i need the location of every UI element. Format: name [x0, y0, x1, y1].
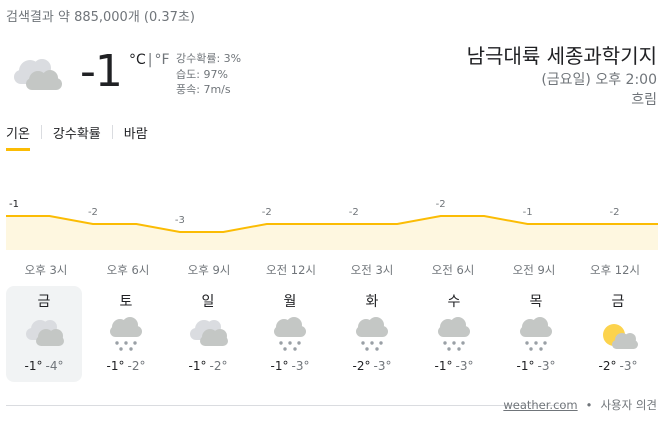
unit-separator: | [147, 52, 153, 68]
snow-icon [438, 317, 470, 351]
snow-icon [274, 317, 306, 351]
snow-icon [110, 317, 142, 351]
temperature-chart: -1 -2 -3 -2 -2 -2 -1 -2 [6, 199, 658, 250]
day-high: -1° [516, 359, 535, 373]
unit-toggle: °C | °F [129, 52, 170, 68]
time-label: 오전 12시 [265, 263, 317, 277]
snow-icon [356, 317, 388, 351]
temperature-value-label: -2 [610, 207, 620, 218]
partly-cloudy-icon [603, 324, 638, 349]
result-stats: 검색결과 약 885,000개 (0.37초) [6, 10, 195, 25]
time-label: 오후 9시 [187, 263, 231, 277]
tab-divider [40, 125, 42, 139]
footer-divider [6, 405, 566, 406]
chart-time-labels: 오후 3시 오후 6시 오후 9시 오전 12시 오전 3시 오전 6시 오전 … [6, 262, 666, 278]
day-name: 수 [447, 294, 461, 310]
day-name: 금 [37, 294, 51, 310]
precipitation-text: 강수확률: 3% [176, 52, 242, 65]
time-label: 오후 12시 [589, 263, 641, 277]
day-name: 토 [119, 294, 133, 310]
day-card[interactable]: 수 -1° -3° [416, 286, 492, 382]
day-high: -1° [24, 359, 43, 373]
day-name: 일 [201, 294, 215, 310]
day-card[interactable]: 금 -2° -3° [580, 286, 656, 382]
day-card[interactable]: 금 -1° -4° [6, 286, 82, 382]
time-label: 오전 3시 [350, 263, 394, 277]
day-low: -2° [209, 359, 228, 373]
time-label: 오후 6시 [106, 263, 150, 277]
day-high: -1° [188, 359, 207, 373]
weather-details: 강수확률: 3% 습도: 97% 풍속: 7m/s [176, 51, 241, 98]
day-high: -1° [270, 359, 289, 373]
day-name: 금 [611, 294, 625, 310]
time-label: 오후 3시 [24, 263, 68, 277]
location-datetime: (금요일) 오후 2:00 [541, 72, 657, 88]
day-low: -3° [537, 359, 556, 373]
temperature-value-label: -2 [436, 199, 446, 210]
temperature-value-label: -1 [523, 207, 533, 218]
day-low: -3° [455, 359, 474, 373]
day-low: -4° [45, 359, 64, 373]
tab-temperature[interactable]: 기온 [6, 122, 30, 151]
day-low: -3° [619, 359, 638, 373]
day-card[interactable]: 월 -1° -3° [252, 286, 328, 382]
day-card[interactable]: 토 -1° -2° [88, 286, 164, 382]
footer: weather.com • 사용자 의견 [503, 397, 657, 413]
current-temperature: -1 [80, 46, 123, 97]
day-name: 화 [365, 294, 379, 310]
current-weather: -1 °C | °F 강수확률: 3% 습도: 97% 풍속: 7m/s [6, 44, 306, 104]
day-low: -2° [127, 359, 146, 373]
day-low: -3° [373, 359, 392, 373]
feedback-link[interactable]: 사용자 의견 [600, 398, 657, 412]
temperature-value-label: -3 [175, 215, 185, 226]
wind-text: 풍속: 7m/s [176, 83, 231, 96]
day-card[interactable]: 목 -1° -3° [498, 286, 574, 382]
humidity-text: 습도: 97% [176, 67, 228, 81]
tab-divider [111, 125, 113, 139]
day-name: 목 [529, 294, 543, 310]
location-condition: 흐림 [631, 92, 657, 108]
cloudy-icon [14, 59, 62, 90]
temperature-value-label: -2 [88, 207, 98, 218]
location-info: 남극대륙 세종과학기지 (금요일) 오후 2:00 흐림 [467, 42, 657, 110]
time-label: 오전 6시 [431, 263, 475, 277]
cloudy-icon [190, 320, 228, 346]
temperature-value-label: -2 [349, 207, 359, 218]
weather-tabs: 기온 강수확률 바람 [6, 122, 148, 151]
tab-wind[interactable]: 바람 [123, 127, 148, 142]
location-name: 남극대륙 세종과학기지 [466, 44, 657, 68]
daily-forecast: 금 -1° -4° 토 -1° -2° 일 -1° -2° 월 -1° -3° 화 [6, 286, 666, 382]
temperature-value-label: -2 [262, 207, 272, 218]
day-high: -1° [434, 359, 453, 373]
day-high: -2° [598, 359, 617, 373]
tab-precipitation[interactable]: 강수확률 [52, 127, 101, 142]
day-name: 월 [283, 294, 297, 310]
celsius-button[interactable]: °C [129, 52, 146, 68]
temperature-line [6, 215, 658, 233]
day-high: -1° [106, 359, 125, 373]
day-low: -3° [291, 359, 310, 373]
temperature-area [6, 216, 658, 250]
day-card[interactable]: 일 -1° -2° [170, 286, 246, 382]
cloudy-icon [26, 320, 64, 346]
source-link[interactable]: weather.com [503, 398, 578, 412]
footer-separator: • [585, 398, 593, 412]
snow-icon [520, 317, 552, 351]
time-label: 오전 9시 [512, 263, 556, 277]
temperature-value-label: -1 [9, 199, 19, 210]
day-high: -2° [352, 359, 371, 373]
fahrenheit-button[interactable]: °F [154, 52, 170, 68]
day-card[interactable]: 화 -2° -3° [334, 286, 410, 382]
